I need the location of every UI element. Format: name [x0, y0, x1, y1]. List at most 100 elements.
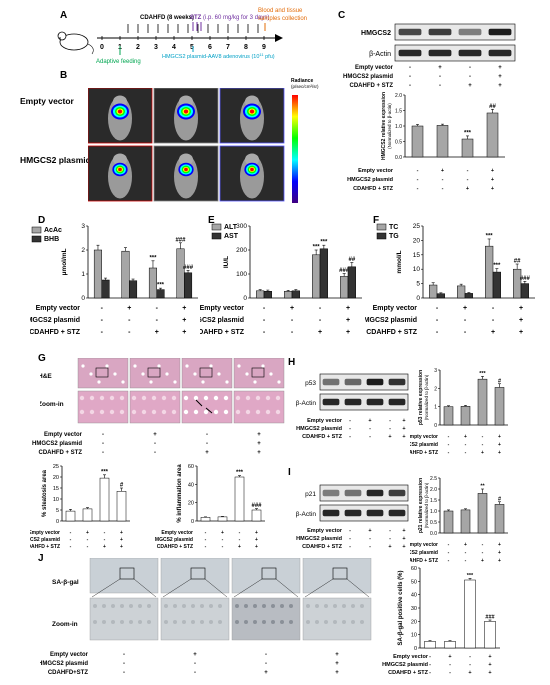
zoom-vacuole: [151, 409, 157, 415]
significance-mark: ###: [175, 237, 186, 243]
blot-band: [344, 489, 362, 497]
blot-strip: [319, 484, 409, 502]
bar: [513, 268, 522, 299]
condition-sign: -: [448, 550, 450, 556]
condition-sign: +: [491, 177, 494, 183]
y-tick-label: 2.0: [395, 93, 402, 99]
condition-sign: +: [120, 544, 123, 550]
cell: [173, 620, 177, 624]
condition-sign: -: [349, 426, 351, 432]
condition-sign: +: [488, 662, 491, 668]
zoom-vacuole: [223, 409, 229, 415]
zoom-vacuole: [151, 395, 157, 401]
cdahfd-label: CDAHFD (8 weeks): [140, 15, 194, 21]
condition-sign: +: [498, 558, 501, 564]
bar: [461, 138, 474, 158]
y-tick-label: 1: [434, 405, 437, 411]
condition-sign: -: [128, 317, 131, 324]
condition-label: CDAHFD + STZ: [410, 558, 438, 564]
zoom-label: Zoom-in: [40, 401, 64, 408]
blot-band: [322, 398, 340, 406]
bar: [82, 508, 93, 522]
condition-sign: +: [127, 305, 131, 312]
significance-mark: ***: [467, 573, 474, 579]
condition-sign: -: [239, 537, 241, 543]
condition-sign: +: [498, 74, 502, 80]
y-tick-label: 60: [411, 566, 417, 572]
condition-label: Empty vector: [30, 530, 60, 536]
chart-j: 0 10 20 30 40 50 60 SA-β-gal positive cells (%)…: [382, 566, 500, 676]
zoom-vacuole: [131, 409, 137, 415]
condition-sign: -: [194, 661, 196, 667]
y-axis-label: μmol/mL: [61, 248, 68, 275]
cell: [289, 620, 293, 624]
cell: [218, 604, 222, 608]
condition-sign: -: [70, 544, 72, 550]
significance-mark: ***: [320, 240, 328, 246]
bar: [319, 248, 328, 299]
condition-label: Empty vector: [307, 418, 343, 424]
bar: [494, 387, 505, 426]
condition-sign: -: [389, 426, 391, 432]
blot-label: p21: [305, 491, 316, 498]
bar: [217, 516, 228, 522]
condition-sign: -: [87, 537, 89, 543]
condition-label: Empty vector: [161, 530, 193, 536]
he-image: [181, 358, 233, 389]
zoom-vacuole: [235, 409, 241, 415]
chart-d: 0 1 2 3 μmol/mL *** ### *** ### AcAc BHB Empty vect…: [30, 223, 198, 336]
bar: [443, 510, 454, 534]
y-tick-label: 20: [53, 475, 59, 481]
bar: [411, 125, 424, 158]
y-axis-label: SA-β-gal positive cells (%): [398, 570, 404, 645]
cell: [244, 604, 248, 608]
he-vacuole: [81, 364, 85, 368]
legend-label: TG: [389, 233, 399, 240]
condition-sign: -: [70, 537, 72, 543]
blot-band: [428, 28, 452, 36]
cell: [271, 620, 275, 624]
condition-sign: +: [318, 329, 322, 336]
condition-sign: -: [482, 434, 484, 440]
condition-sign: +: [468, 670, 471, 676]
he-image: [129, 358, 181, 389]
condition-label: Empty vector: [410, 542, 438, 548]
condition-sign: +: [257, 432, 261, 438]
blood-label-2: samples collection: [258, 16, 307, 22]
blot-label: HMGCS2: [361, 30, 391, 37]
blot-band: [458, 49, 482, 57]
condition-sign: -: [369, 544, 371, 550]
condition-sign: -: [442, 177, 444, 183]
blot-band: [322, 378, 340, 386]
cell: [129, 620, 133, 624]
condition-sign: +: [481, 450, 484, 456]
y-axis-label: % steatosis area: [42, 469, 48, 517]
timeline-tick-label: 2: [136, 44, 140, 51]
condition-label: HMGCS2 plasmid: [410, 550, 438, 556]
y-tick-label: 2.0: [430, 487, 437, 493]
aav-label: HMGCS2 plasmid-AAV8 adenovirus (1011 pfu…: [162, 52, 275, 60]
condition-sign: -: [439, 74, 441, 80]
condition-sign: -: [102, 441, 104, 447]
condition-sign: -: [429, 670, 431, 676]
he-vacuole: [225, 380, 229, 384]
zoom-vacuole: [79, 409, 85, 415]
condition-sign: -: [469, 654, 471, 660]
blot-label: β-Actin: [296, 511, 317, 518]
panel-label-g: G: [38, 353, 46, 364]
zoom-vacuole: [141, 395, 147, 401]
cell: [191, 604, 195, 608]
y-tick-label: 0: [56, 519, 59, 525]
cell: [360, 604, 364, 608]
condition-sign: -: [465, 450, 467, 456]
significance-mark: #: [498, 496, 501, 502]
zoom-vacuole: [99, 395, 105, 401]
condition-label: CDAHFD+STZ: [48, 670, 89, 676]
y-tick-label: 3: [434, 368, 437, 374]
condition-sign: +: [205, 450, 209, 456]
zoom-box: [190, 567, 206, 580]
zoom-vacuole: [109, 409, 115, 415]
zoom-vacuole: [171, 409, 177, 415]
blot-band: [366, 378, 384, 386]
legend-swatch: [376, 232, 387, 240]
